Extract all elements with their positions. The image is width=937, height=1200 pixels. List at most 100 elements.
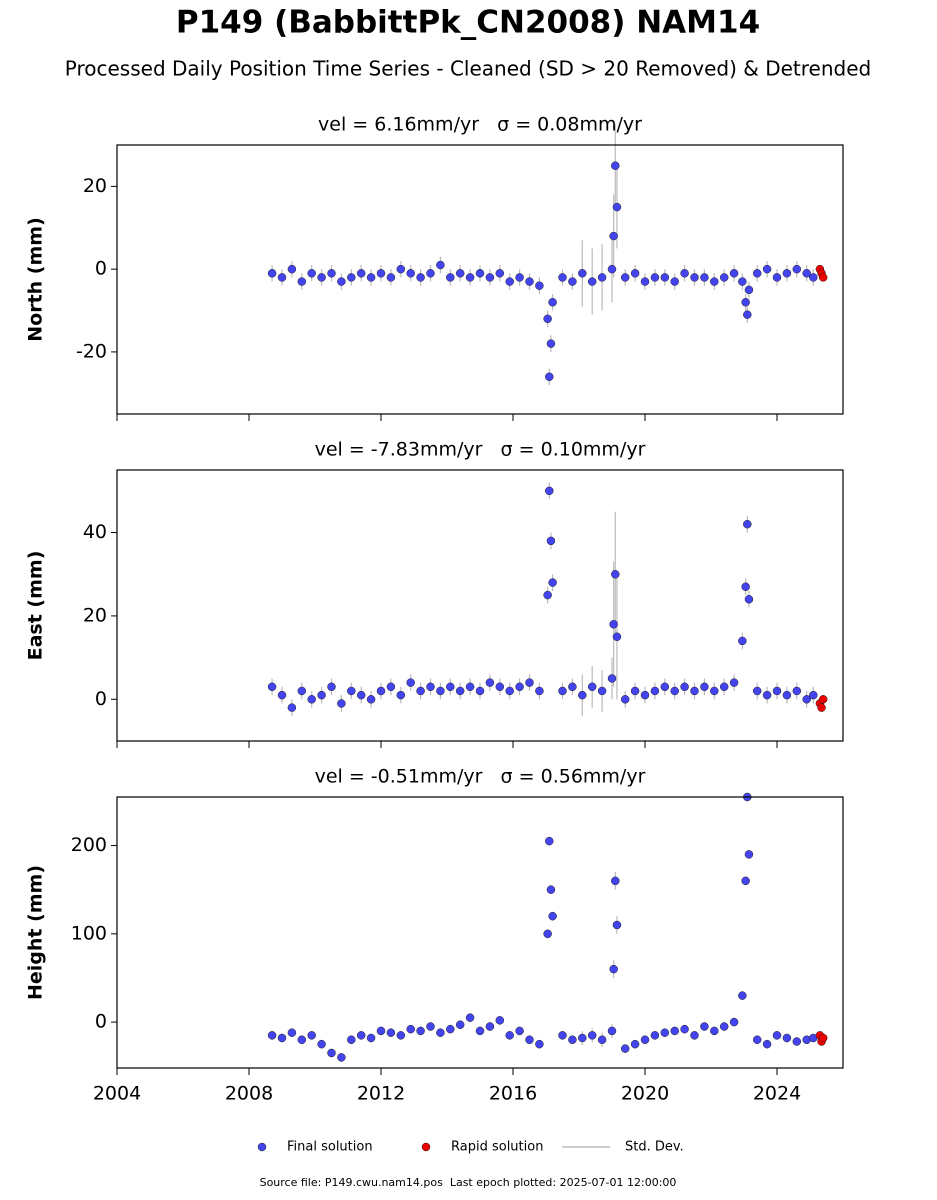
final-point xyxy=(772,686,782,696)
legend-label: Rapid solution xyxy=(451,1140,543,1155)
rapid-point xyxy=(818,1033,828,1043)
final-point xyxy=(587,682,597,692)
final-point xyxy=(680,1024,689,1034)
final-point xyxy=(729,678,739,687)
final-point xyxy=(366,695,376,704)
y-tick-label: 20 xyxy=(83,604,107,626)
rapid-point xyxy=(818,273,828,282)
final-point xyxy=(485,678,495,687)
final-point xyxy=(680,682,689,692)
final-point xyxy=(485,1022,495,1031)
final-point xyxy=(660,1028,670,1037)
final-point xyxy=(327,1048,336,1058)
y-tick-label: 200 xyxy=(71,834,107,856)
final-point xyxy=(327,682,336,692)
y-tick-label: 40 xyxy=(83,521,107,543)
final-point xyxy=(710,686,719,696)
final-point xyxy=(597,686,607,696)
final-point xyxy=(505,277,514,286)
final-point xyxy=(446,1024,455,1034)
final-point xyxy=(455,1020,465,1029)
final-point xyxy=(772,273,782,282)
final-point xyxy=(297,277,307,286)
final-point xyxy=(546,885,556,894)
final-point xyxy=(475,269,485,278)
final-point xyxy=(277,273,287,282)
final-point xyxy=(690,273,699,282)
final-point xyxy=(558,686,567,696)
final-point xyxy=(543,929,552,939)
final-point xyxy=(386,1028,396,1037)
final-point xyxy=(525,678,534,687)
final-point xyxy=(607,1026,617,1036)
final-point xyxy=(630,686,640,696)
final-point xyxy=(546,536,556,546)
final-point xyxy=(416,686,425,696)
final-point xyxy=(743,519,752,529)
legend-label: Final solution xyxy=(287,1140,373,1155)
final-point xyxy=(446,273,455,282)
legend-label: Std. Dev. xyxy=(625,1140,684,1155)
final-point xyxy=(738,991,747,1000)
final-point xyxy=(535,1039,544,1049)
final-point xyxy=(545,836,554,846)
legend-marker xyxy=(421,1142,431,1152)
final-point xyxy=(515,273,524,282)
x-tick-label: 2020 xyxy=(621,1083,669,1105)
final-point xyxy=(495,269,505,278)
final-point xyxy=(772,1031,782,1040)
final-point xyxy=(515,682,524,692)
final-point xyxy=(700,682,709,692)
final-point xyxy=(660,273,670,282)
final-point xyxy=(670,1026,679,1036)
y-tick-label: 0 xyxy=(95,1011,107,1033)
x-tick-label: 2008 xyxy=(225,1083,273,1105)
final-point xyxy=(543,590,552,600)
final-point xyxy=(307,1031,316,1040)
final-point xyxy=(752,686,762,696)
final-point xyxy=(612,920,622,930)
final-point xyxy=(802,695,811,704)
final-point xyxy=(620,1044,630,1053)
final-point xyxy=(738,636,747,646)
final-point xyxy=(762,264,772,274)
y-tick-label: 0 xyxy=(95,688,107,710)
final-point xyxy=(465,682,475,692)
final-point xyxy=(317,690,326,700)
final-point xyxy=(287,264,297,274)
final-point xyxy=(752,269,762,278)
final-point xyxy=(802,269,811,278)
final-point xyxy=(545,486,554,496)
final-point xyxy=(465,273,475,282)
final-point xyxy=(515,1026,524,1036)
final-point xyxy=(376,269,386,278)
final-point xyxy=(406,269,415,278)
final-point xyxy=(416,273,425,282)
final-point xyxy=(495,682,505,692)
final-point xyxy=(416,1026,425,1036)
final-point xyxy=(762,1039,772,1049)
final-point xyxy=(744,285,754,295)
final-point xyxy=(436,1028,445,1037)
final-point xyxy=(741,876,750,886)
x-tick-label: 2016 xyxy=(489,1083,537,1105)
final-point xyxy=(426,1022,435,1031)
final-point xyxy=(436,260,445,270)
final-point xyxy=(426,682,435,692)
final-point xyxy=(558,273,567,282)
final-point xyxy=(680,269,689,278)
final-point xyxy=(356,269,366,278)
final-point xyxy=(762,690,772,700)
final-point xyxy=(356,690,366,700)
final-point xyxy=(347,1035,356,1045)
final-point xyxy=(505,1031,514,1040)
final-point xyxy=(267,1031,277,1040)
plot-area xyxy=(267,482,828,716)
final-point xyxy=(611,161,620,170)
final-point xyxy=(317,1039,326,1049)
final-point xyxy=(612,202,622,212)
final-point xyxy=(297,686,307,696)
final-point xyxy=(327,269,336,278)
final-point xyxy=(495,1016,505,1025)
x-tick-label: 2024 xyxy=(753,1083,801,1105)
